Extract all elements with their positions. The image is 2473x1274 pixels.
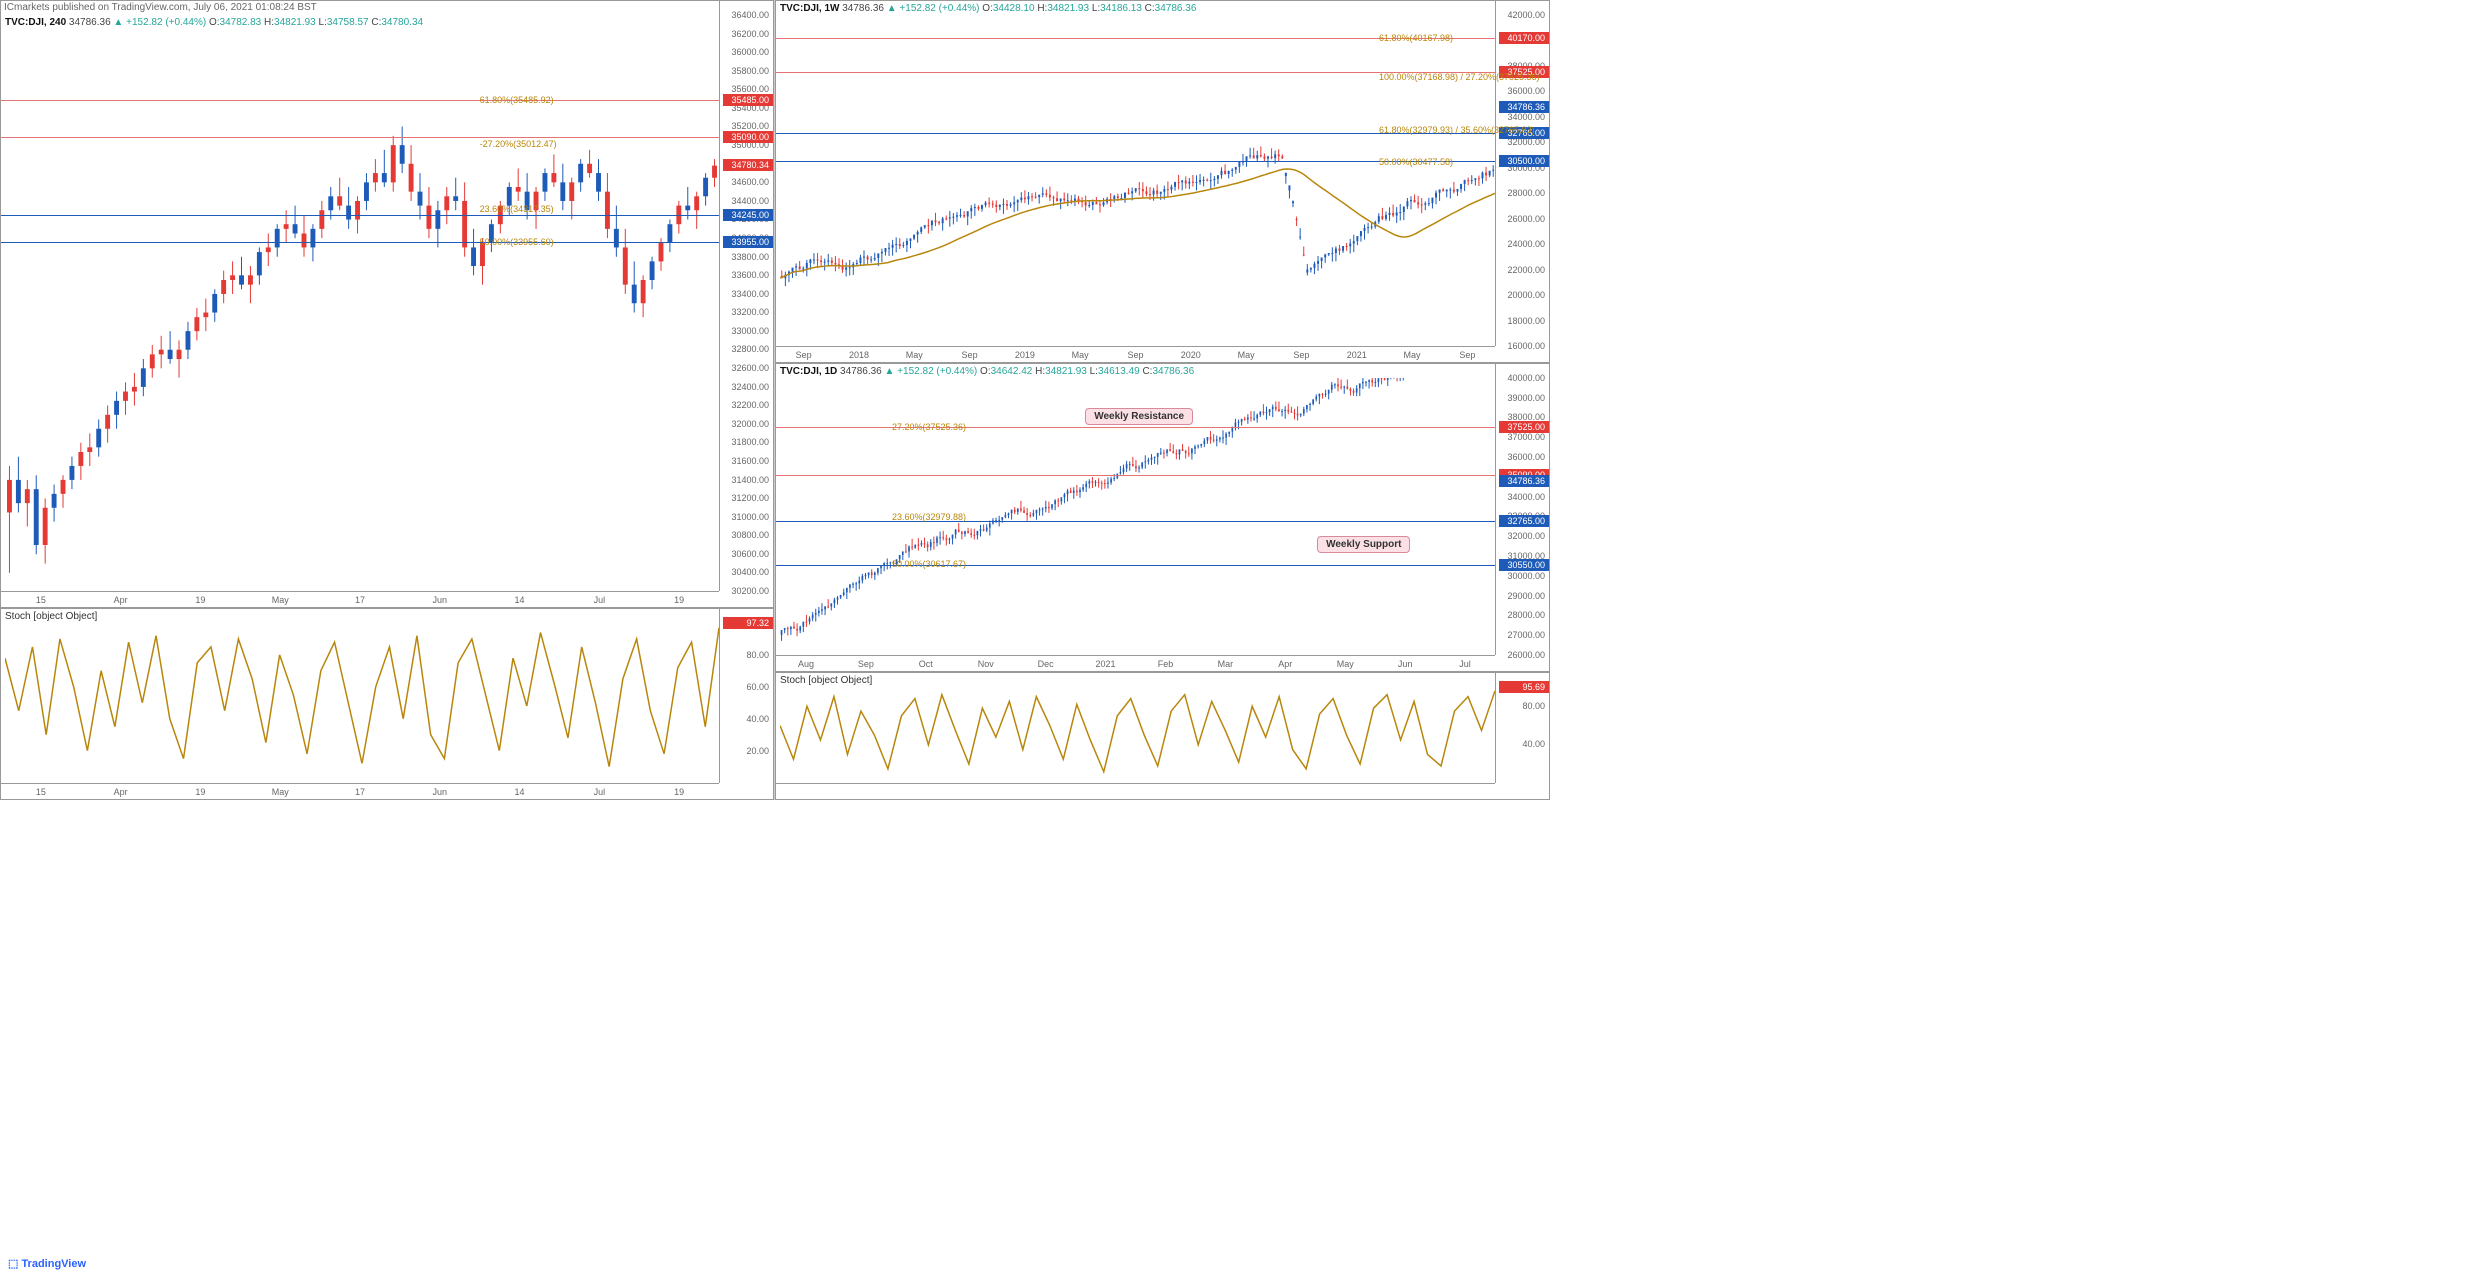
left-stoch-chart[interactable]: Stoch [object Object] 20.0040.0060.0080.…: [0, 608, 774, 800]
time-axis[interactable]: AugSepOctNovDec2021FebMarAprMayJunJul: [776, 655, 1495, 671]
annotation: Weekly Resistance: [1085, 408, 1193, 425]
tradingview-logo[interactable]: ⬚ TradingView: [8, 1257, 86, 1270]
time-axis[interactable]: 15Apr19May17Jun14Jul19: [1, 591, 719, 607]
annotation: Weekly Support: [1317, 536, 1410, 553]
price-axis[interactable]: 30200.0030400.0030600.0030800.0031000.00…: [719, 1, 773, 591]
weekly-header: TVC:DJI, 1W 34786.36 ▲ +152.82 (+0.44%) …: [780, 3, 1196, 14]
right-daily-chart[interactable]: TVC:DJI, 1D 34786.36 ▲ +152.82 (+0.44%) …: [775, 363, 1550, 672]
price-axis[interactable]: 40.0080.0095.69: [1495, 673, 1549, 783]
stoch-label: Stoch [object Object]: [5, 611, 97, 622]
symbol: TVC:DJI, 240: [5, 17, 66, 28]
left-panel: TVC:DJI, 240 34786.36 ▲ +152.82 (+0.44%)…: [0, 0, 775, 800]
left-header: TVC:DJI, 240 34786.36 ▲ +152.82 (+0.44%)…: [5, 17, 423, 28]
price-axis[interactable]: 20.0040.0060.0080.0097.32: [719, 609, 773, 783]
published-text: ICmarkets published on TradingView.com, …: [4, 2, 317, 13]
time-axis[interactable]: 15Apr19May17Jun14Jul19: [1, 783, 719, 799]
daily-header: TVC:DJI, 1D 34786.36 ▲ +152.82 (+0.44%) …: [780, 366, 1194, 377]
price-axis[interactable]: 26000.0027000.0028000.0029000.0030000.00…: [1495, 364, 1549, 655]
right-panel: TVC:DJI, 1W 34786.36 ▲ +152.82 (+0.44%) …: [775, 0, 1550, 800]
layout-grid: ICmarkets published on TradingView.com, …: [0, 0, 1550, 800]
stoch-label: Stoch [object Object]: [780, 675, 872, 686]
price-axis[interactable]: 16000.0018000.0020000.0022000.0024000.00…: [1495, 1, 1549, 346]
time-axis[interactable]: Sep2018MaySep2019MaySep2020MaySep2021May…: [776, 346, 1495, 362]
left-main-chart[interactable]: TVC:DJI, 240 34786.36 ▲ +152.82 (+0.44%)…: [0, 0, 774, 608]
right-stoch-chart[interactable]: Stoch [object Object] 40.0080.0095.69: [775, 672, 1550, 800]
time-axis[interactable]: [776, 783, 1495, 799]
right-weekly-chart[interactable]: TVC:DJI, 1W 34786.36 ▲ +152.82 (+0.44%) …: [775, 0, 1550, 363]
